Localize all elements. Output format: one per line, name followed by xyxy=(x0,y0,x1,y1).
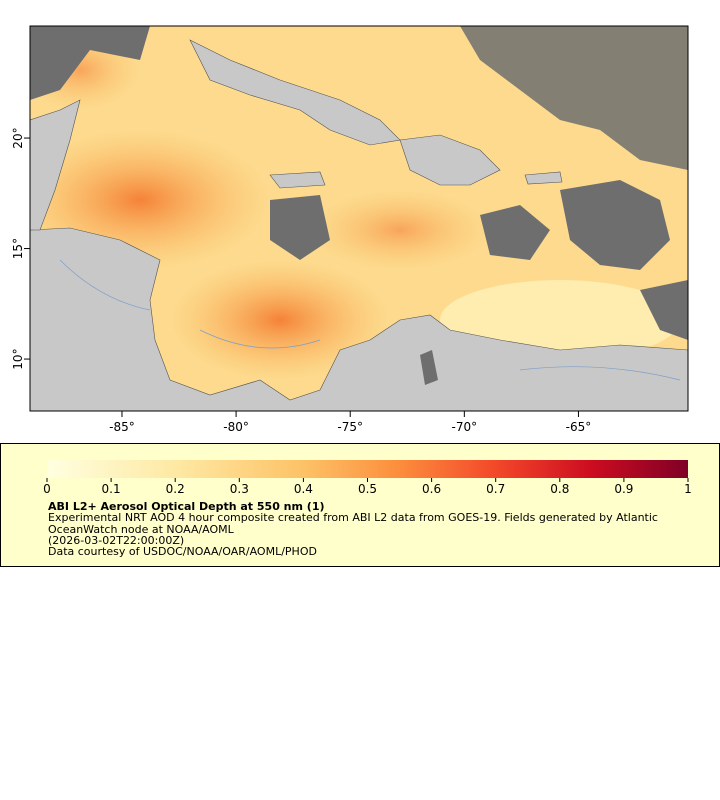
colorbar xyxy=(47,460,688,478)
legend-line: OceanWatch node at NOAA/AOML xyxy=(48,523,235,536)
y-tick-label: 15° xyxy=(11,238,25,259)
x-tick-label: -75° xyxy=(337,420,363,434)
colorbar-tick-label: 0 xyxy=(43,482,51,496)
colorbar-tick-label: 0.5 xyxy=(358,482,377,496)
map-raster xyxy=(30,26,688,411)
colorbar-tick-label: 0.4 xyxy=(294,482,313,496)
colorbar-tick-label: 0.1 xyxy=(102,482,121,496)
x-tick-label: -85° xyxy=(109,420,135,434)
x-tick-label: -80° xyxy=(223,420,249,434)
y-tick-label: 10° xyxy=(11,348,25,369)
legend-title: ABI L2+ Aerosol Optical Depth at 550 nm … xyxy=(48,500,325,513)
axes: -85° -80° -75° -70° -65° 10° 15° 20° xyxy=(11,127,591,434)
colorbar-tick-label: 0.2 xyxy=(166,482,185,496)
colorbar-tick-label: 1 xyxy=(684,482,692,496)
colorbar-tick-label: 0.6 xyxy=(422,482,441,496)
y-tick-label: 20° xyxy=(11,127,25,148)
colorbar-tick-label: 0.3 xyxy=(230,482,249,496)
colorbar-tick-label: 0.7 xyxy=(486,482,505,496)
legend-line: (2026-03-02T22:00:00Z) xyxy=(48,534,184,547)
legend-line: Data courtesy of USDOC/NOAA/OAR/AOML/PHO… xyxy=(48,545,317,558)
map-frame xyxy=(29,25,689,412)
legend-line: Experimental NRT AOD 4 hour composite cr… xyxy=(48,511,658,524)
colorbar-tick-label: 0.8 xyxy=(550,482,569,496)
x-tick-label: -65° xyxy=(566,420,592,434)
x-tick-label: -70° xyxy=(452,420,478,434)
colorbar-ticks: 0 0.1 0.2 0.3 0.4 0.5 0.6 0.7 0.8 0.9 1 xyxy=(43,478,692,496)
colorbar-tick-label: 0.9 xyxy=(614,482,633,496)
